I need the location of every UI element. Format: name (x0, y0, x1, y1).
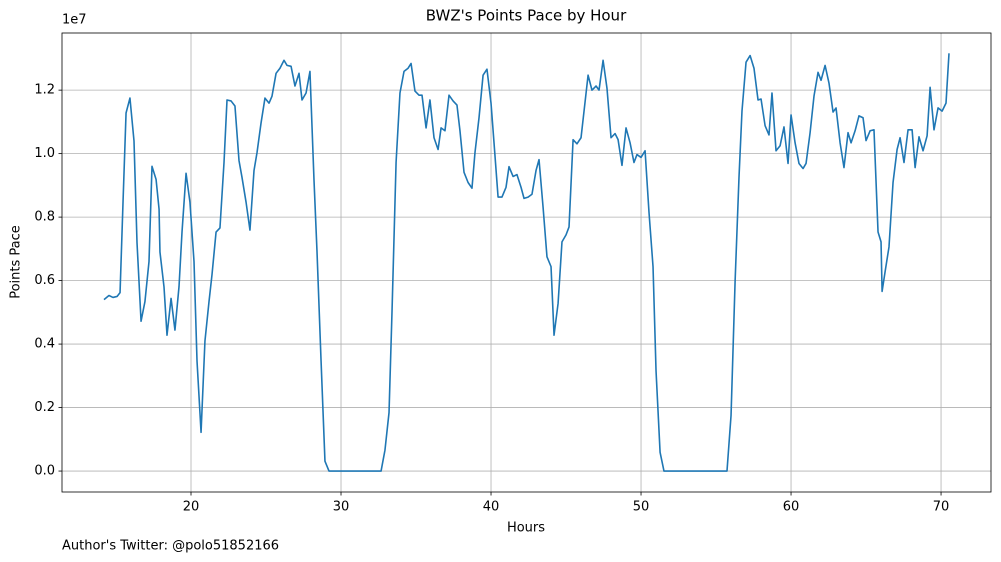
x-tick-label: 30 (333, 500, 350, 515)
x-tick-label: 60 (783, 500, 800, 515)
footnote: Author's Twitter: @polo51852166 (62, 539, 279, 554)
x-tick-label: 70 (933, 500, 950, 515)
x-axis-label: Hours (507, 521, 545, 536)
y-tick-label: 0.8 (34, 210, 55, 225)
y-tick-label: 0.6 (34, 273, 55, 288)
y-tick-label: 0.2 (34, 400, 55, 415)
y-tick-label: 0.4 (34, 337, 55, 352)
axes-frame (61, 32, 992, 493)
x-tick-label: 20 (183, 500, 200, 515)
y-tick-label: 1.2 (34, 83, 55, 98)
x-tick-label: 50 (633, 500, 650, 515)
x-tick-label: 40 (483, 500, 500, 515)
y-tick-label: 0.0 (34, 464, 55, 479)
y-tick-label: 1.0 (34, 146, 55, 161)
chart-title: BWZ's Points Pace by Hour (426, 7, 627, 25)
data-line (103, 53, 950, 472)
y-offset-label: 1e7 (62, 13, 87, 28)
y-axis-label: Points Pace (9, 225, 24, 299)
